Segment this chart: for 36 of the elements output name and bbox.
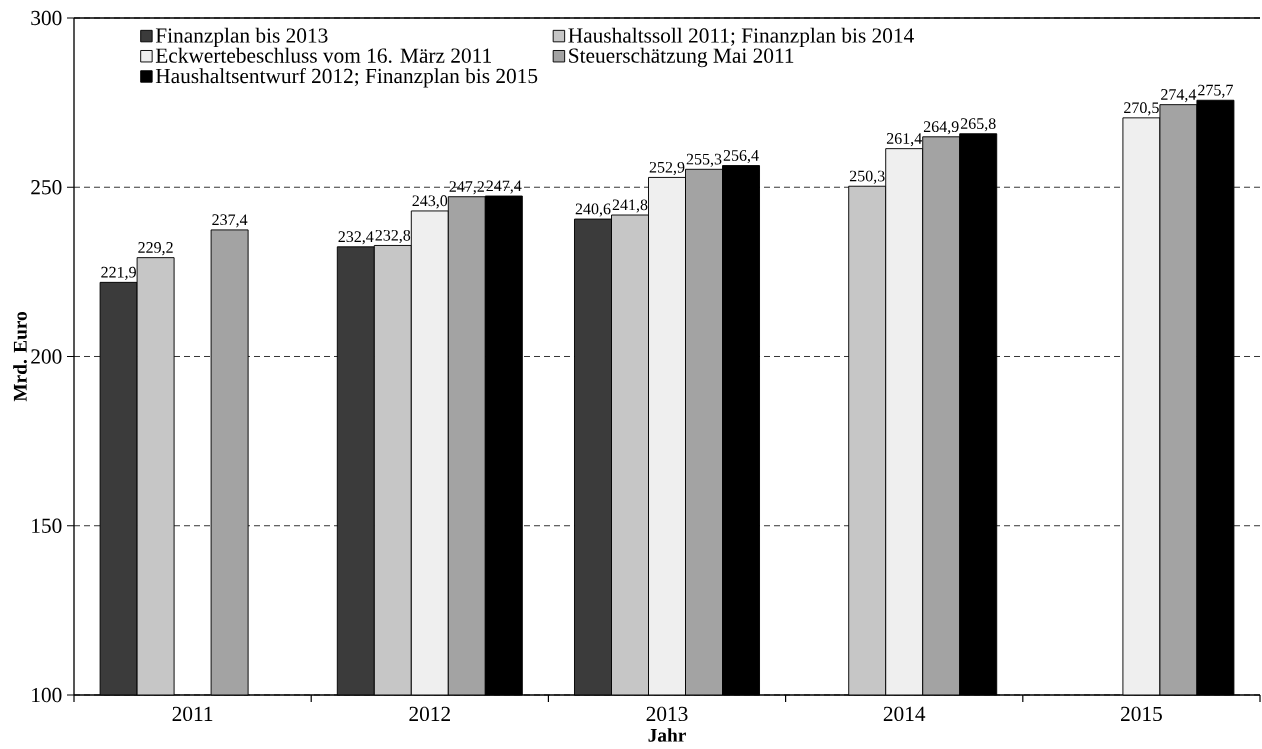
data-label: 237,4 (212, 214, 248, 228)
data-label: 250,3 (849, 170, 885, 184)
y-tick-label: 200 (31, 349, 62, 364)
legend-label: Haushaltssoll 2011; Finanzplan bis 2014 (568, 27, 914, 48)
data-label: 265,8 (960, 118, 996, 132)
y-tick-label: 300 (31, 10, 62, 26)
data-label: 247,2 (449, 181, 484, 195)
legend-label: Eckwertebeschluss vom 16. März 2011 (155, 47, 491, 63)
x-axis-title: Jahr (648, 728, 686, 742)
legend-label: Haushaltsentwurf 2012; Finanzplan bis 2015 (155, 67, 538, 88)
data-label: 275,7 (1198, 84, 1233, 98)
data-label: 232,8 (375, 229, 411, 244)
data-label: 264,9 (923, 121, 959, 135)
data-label: 252,9 (649, 161, 685, 175)
x-tick-label: 2013 (646, 706, 688, 722)
data-label: 261,4 (886, 133, 922, 147)
data-label: 274,4 (1161, 89, 1197, 103)
legend-label: Finanzplan bis 2013 (155, 27, 328, 48)
y-tick-label: 250 (31, 180, 62, 195)
data-label: 241,8 (612, 199, 648, 213)
x-tick-label: 2012 (409, 706, 450, 722)
legend-label: Steuerschätzung Mai 2011 (569, 47, 794, 68)
x-tick-label: 2014 (883, 706, 926, 722)
data-label: 255,3 (686, 153, 722, 167)
data-label: 243,0 (412, 195, 448, 209)
data-label: 256,4 (723, 150, 759, 164)
data-label: 232,4 (338, 231, 374, 245)
y-tick-label: 150 (32, 518, 62, 533)
data-label: 229,2 (138, 242, 173, 256)
y-axis-title: Mrd. Euro (13, 312, 27, 402)
data-label: 221,9 (101, 266, 136, 280)
data-label: 270,5 (1124, 102, 1159, 116)
x-tick-label: 2011 (172, 706, 213, 722)
y-tick-label: 100 (32, 687, 62, 703)
x-tick-label: 2015 (1121, 706, 1162, 722)
data-label: 240,6 (575, 203, 611, 217)
